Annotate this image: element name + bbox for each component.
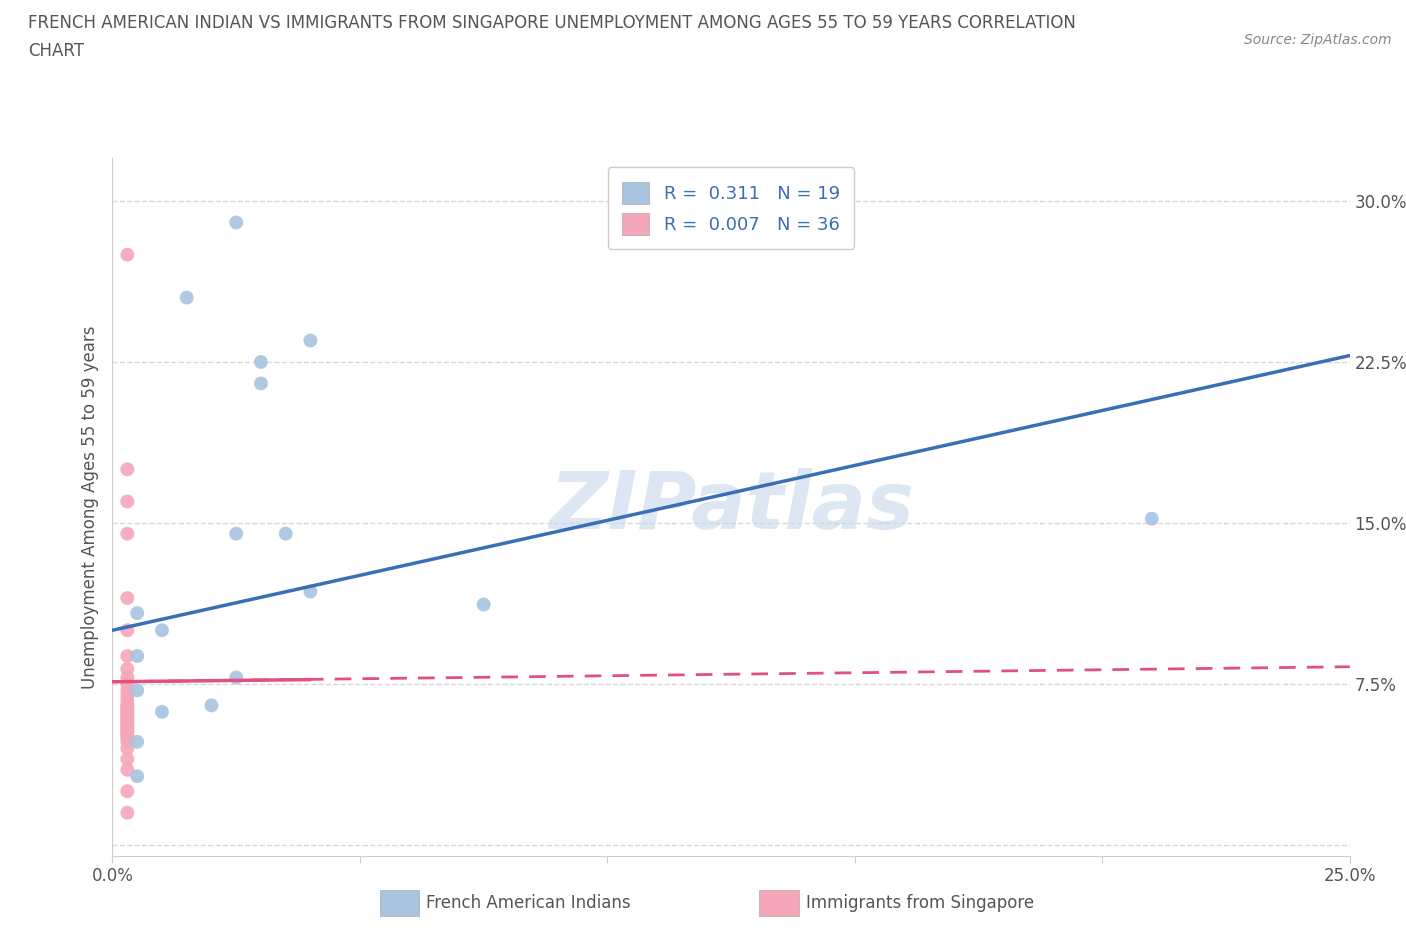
Text: Immigrants from Singapore: Immigrants from Singapore	[806, 894, 1033, 912]
Text: FRENCH AMERICAN INDIAN VS IMMIGRANTS FROM SINGAPORE UNEMPLOYMENT AMONG AGES 55 T: FRENCH AMERICAN INDIAN VS IMMIGRANTS FRO…	[28, 14, 1076, 32]
Point	[127, 735, 149, 750]
Point	[117, 247, 139, 262]
Text: Source: ZipAtlas.com: Source: ZipAtlas.com	[1244, 33, 1392, 46]
Point	[225, 526, 247, 541]
Text: CHART: CHART	[28, 42, 84, 60]
Point	[117, 591, 139, 605]
Y-axis label: Unemployment Among Ages 55 to 59 years: Unemployment Among Ages 55 to 59 years	[80, 326, 98, 688]
Point	[150, 623, 173, 638]
Point	[117, 725, 139, 740]
Point	[117, 728, 139, 743]
Point	[117, 692, 139, 707]
Point	[117, 715, 139, 730]
Point	[117, 696, 139, 711]
Text: ZIPatlas: ZIPatlas	[548, 468, 914, 546]
Point	[117, 730, 139, 745]
Point	[127, 769, 149, 784]
Point	[127, 605, 149, 620]
Point	[117, 670, 139, 684]
Point	[250, 354, 273, 369]
Legend: R =  0.311   N = 19, R =  0.007   N = 36: R = 0.311 N = 19, R = 0.007 N = 36	[607, 167, 855, 249]
Point	[472, 597, 495, 612]
Point	[117, 494, 139, 509]
Point	[117, 717, 139, 732]
Point	[117, 724, 139, 738]
Point	[117, 784, 139, 799]
Point	[176, 290, 198, 305]
Point	[117, 698, 139, 712]
Point	[117, 805, 139, 820]
Point	[117, 700, 139, 715]
Point	[117, 707, 139, 722]
Point	[127, 648, 149, 663]
Point	[117, 661, 139, 676]
Point	[117, 722, 139, 737]
Point	[117, 763, 139, 777]
Text: French American Indians: French American Indians	[426, 894, 631, 912]
Point	[117, 687, 139, 702]
Point	[127, 683, 149, 698]
Point	[299, 584, 322, 599]
Point	[117, 720, 139, 735]
Point	[117, 702, 139, 717]
Point	[274, 526, 297, 541]
Point	[117, 704, 139, 719]
Point	[225, 670, 247, 684]
Point	[200, 698, 222, 712]
Point	[117, 735, 139, 750]
Point	[117, 751, 139, 766]
Point	[117, 683, 139, 698]
Point	[117, 623, 139, 638]
Point	[1140, 512, 1163, 526]
Point	[117, 741, 139, 756]
Point	[117, 676, 139, 691]
Point	[225, 215, 247, 230]
Point	[117, 709, 139, 724]
Point	[117, 526, 139, 541]
Point	[117, 711, 139, 725]
Point	[250, 376, 273, 391]
Point	[117, 713, 139, 728]
Point	[117, 462, 139, 477]
Point	[117, 648, 139, 663]
Point	[150, 704, 173, 719]
Point	[299, 333, 322, 348]
